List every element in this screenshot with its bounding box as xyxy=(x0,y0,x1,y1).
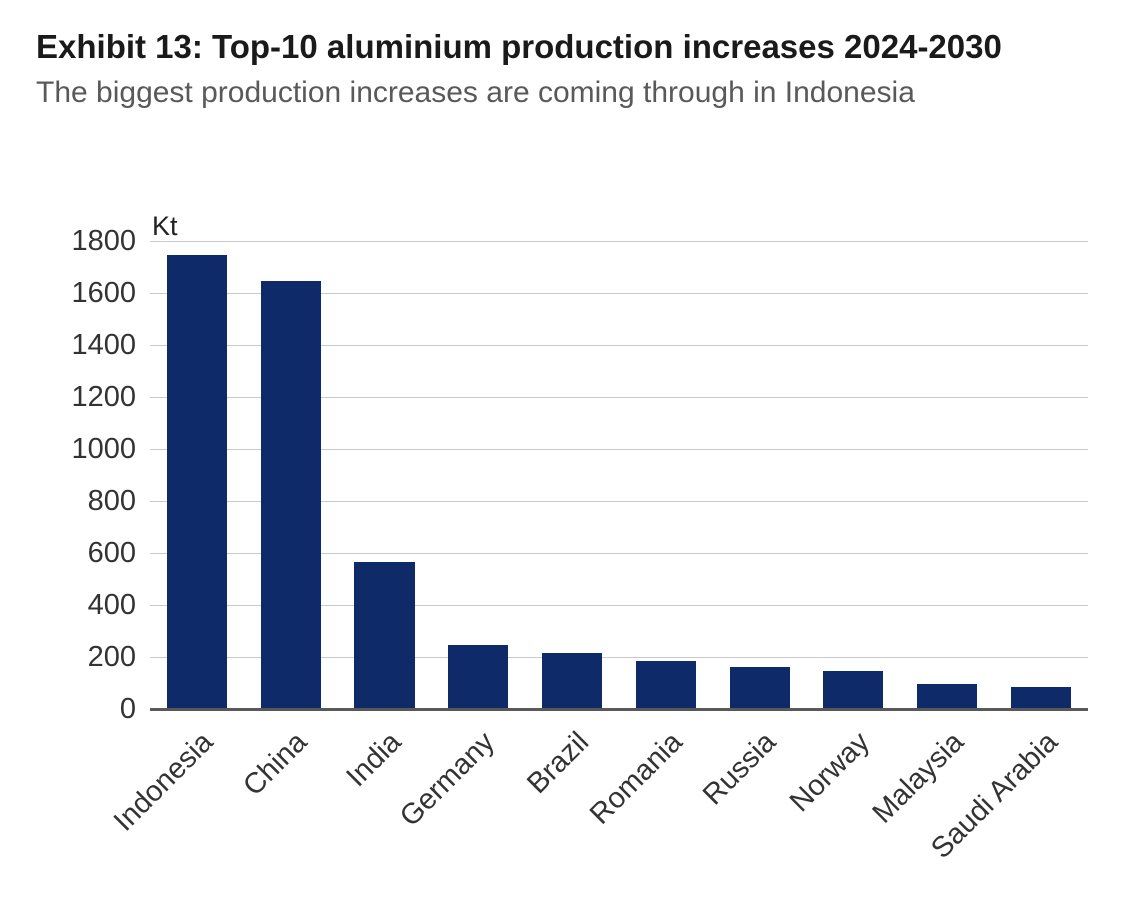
plot-area: Kt 0 200 400 600 800 1000 1200 1400 1600 1800 Ind… xyxy=(71,211,1088,865)
x-label-slot: China xyxy=(237,710,338,890)
bar-slot xyxy=(525,242,619,710)
bar-slot xyxy=(900,242,994,710)
gridline xyxy=(150,657,1088,658)
bar-slot xyxy=(431,242,525,710)
y-tick-label: 200 xyxy=(87,641,136,674)
bar xyxy=(917,684,978,710)
gridline xyxy=(150,241,1088,242)
bar xyxy=(823,671,884,710)
bar xyxy=(635,660,696,710)
bar-slot xyxy=(713,242,807,710)
x-axis-label: Indonesia xyxy=(107,726,220,838)
x-axis-label: India xyxy=(340,726,408,794)
x-axis-label: Brazil xyxy=(520,726,595,800)
bar xyxy=(260,281,321,710)
bar-slot xyxy=(150,242,244,710)
bar xyxy=(166,255,227,710)
y-tick-label: 600 xyxy=(87,537,136,570)
gridline xyxy=(150,293,1088,294)
gridline xyxy=(150,553,1088,555)
bar xyxy=(729,667,790,710)
bar-slot xyxy=(244,242,338,710)
y-tick-label: 1200 xyxy=(71,381,136,414)
y-tick-label: 800 xyxy=(87,485,136,518)
gridline xyxy=(150,501,1088,502)
x-axis-label: China xyxy=(237,726,314,803)
chart-subtitle: The biggest production increases are com… xyxy=(36,76,915,109)
y-tick-label: 0 xyxy=(119,693,136,725)
gridline xyxy=(150,605,1088,606)
y-tick-label: 400 xyxy=(87,589,136,622)
x-axis-line xyxy=(150,708,1088,711)
x-label-slot: Romania xyxy=(584,710,713,890)
bar-slot xyxy=(619,242,713,710)
y-tick-label: 1000 xyxy=(71,433,136,465)
bar-slot xyxy=(807,242,901,710)
gridline xyxy=(150,449,1088,450)
x-label-slot: Indonesia xyxy=(108,710,244,890)
y-tick-label: 1600 xyxy=(71,277,136,310)
x-axis-labels: Indonesia China India Germany Brazil Romania R… xyxy=(108,710,1088,890)
bar xyxy=(542,652,603,710)
bar xyxy=(1011,686,1072,710)
x-label-slot: Saudi Arabia xyxy=(925,710,1088,890)
y-tick-label: 1800 xyxy=(71,225,136,257)
x-label-slot: Germany xyxy=(394,710,525,890)
bar-slot xyxy=(338,242,432,710)
bar xyxy=(448,645,509,710)
gridline xyxy=(150,397,1088,399)
bar-slot xyxy=(994,242,1088,710)
y-axis-unit-label: Kt xyxy=(152,211,178,241)
gridline xyxy=(150,345,1088,346)
bar xyxy=(354,561,415,710)
y-tick-label: 1400 xyxy=(71,329,136,361)
bars-container xyxy=(150,242,1088,710)
chart-title: Exhibit 13: Top-10 aluminium production … xyxy=(36,28,1002,65)
